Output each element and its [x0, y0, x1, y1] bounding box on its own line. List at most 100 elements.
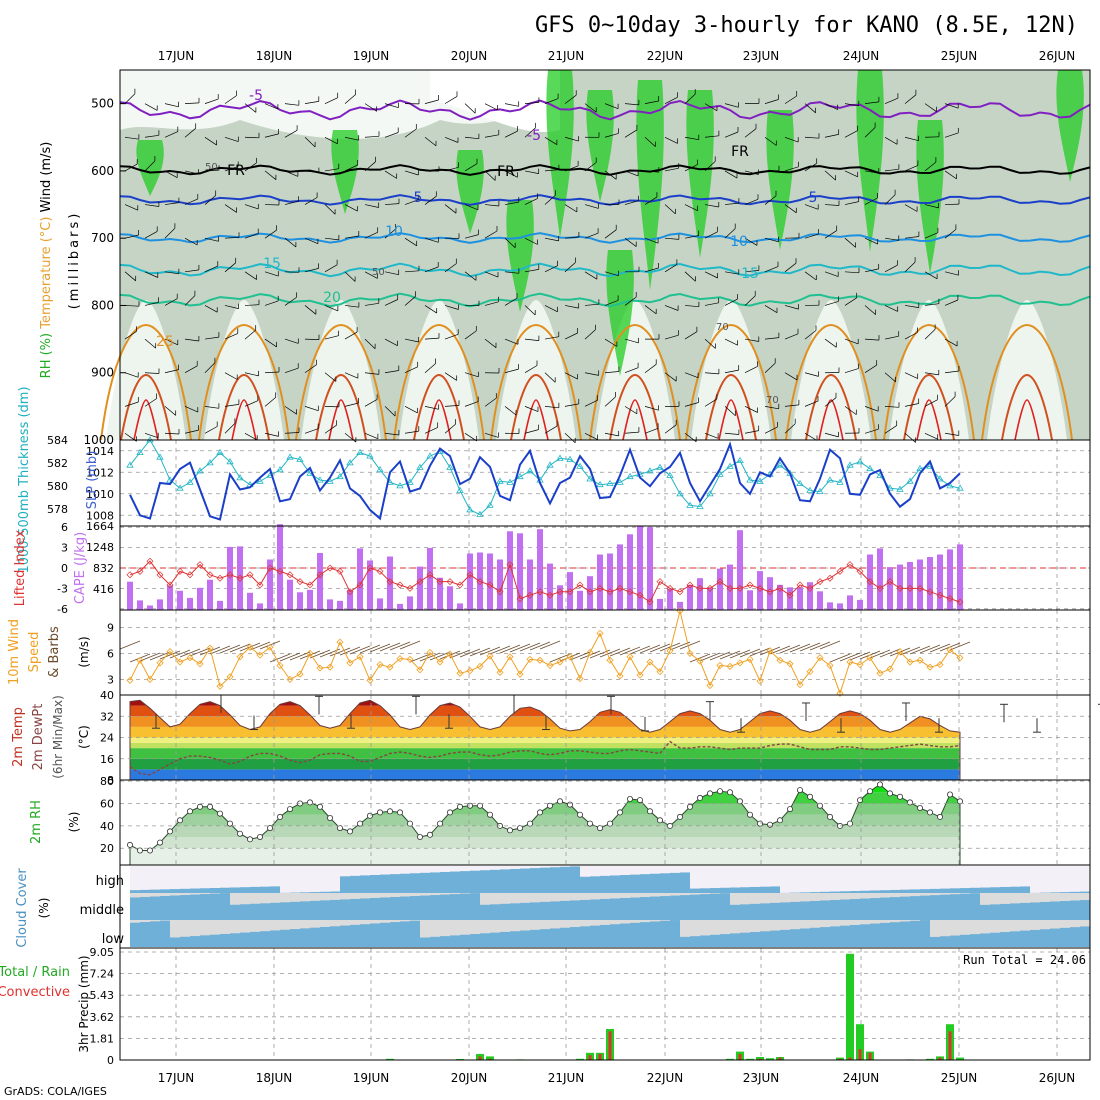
wind-barb-10m — [219, 644, 241, 654]
cape-bar — [597, 554, 603, 610]
cloud-high-bar — [430, 872, 440, 893]
cloud-middle-bar — [840, 899, 850, 920]
wind-speed-point — [226, 673, 234, 681]
precip-total-bar — [956, 1057, 964, 1060]
wind-barb — [804, 233, 819, 239]
wind-barb — [864, 237, 878, 245]
wind-barb-10m — [149, 651, 171, 661]
cloud-low-bar — [960, 934, 970, 947]
wind-barb — [304, 364, 317, 374]
cloud-low-bar — [660, 920, 670, 947]
wind-barb — [384, 406, 396, 417]
y-tick-label: 900 — [91, 366, 114, 380]
wind-barb — [864, 338, 880, 341]
wind-barb — [164, 369, 179, 374]
wind-barb — [884, 237, 899, 241]
x-tick-label-top: 23JUN — [743, 49, 780, 63]
precip-tick-label: 3.62 — [90, 1011, 115, 1024]
lifted-index-point — [416, 578, 424, 586]
wind-barb — [384, 132, 399, 138]
rh-point — [757, 820, 764, 827]
wind-speed-point — [706, 681, 714, 690]
wind-barb — [424, 337, 440, 340]
cape-bar — [457, 603, 463, 610]
wind-speed-point — [396, 655, 404, 663]
lifted-index-point — [486, 581, 494, 589]
cloud-low-bar — [880, 922, 890, 947]
wind-axis-label: & Barbs — [47, 626, 62, 678]
wind-barb-10m — [169, 649, 191, 659]
cloud-low-bar — [1070, 927, 1080, 947]
wind-barb — [644, 427, 659, 434]
precip-total-bar — [726, 1058, 734, 1060]
wind-barb — [504, 201, 519, 205]
wind-speed-point — [146, 675, 154, 683]
thickness-point — [356, 448, 364, 455]
wind-barb — [804, 204, 819, 210]
isotherm-25 — [490, 323, 582, 441]
wind-barb — [384, 271, 399, 276]
lifted-index-point — [396, 581, 404, 589]
wind-barb — [904, 403, 919, 407]
wind-barb — [504, 338, 519, 345]
wind-barb — [864, 364, 877, 374]
cape-bar — [527, 559, 533, 610]
wind-barb — [284, 297, 297, 306]
cloud-high-bar — [510, 868, 520, 893]
wind-barb — [544, 336, 559, 340]
wind-barb — [184, 269, 199, 273]
thickness-point — [556, 454, 564, 461]
wind-barb-10m — [179, 648, 201, 658]
cloud-low-bar — [410, 920, 420, 947]
cloud-high-bar — [990, 887, 1000, 893]
rh-moist-region — [636, 80, 664, 290]
wind-speed-point — [796, 681, 804, 689]
thickness-point — [206, 459, 214, 466]
wind-barb — [404, 199, 419, 205]
wind-speed-point — [596, 629, 604, 637]
cloud-low-bar — [760, 931, 770, 947]
thickness-point — [666, 471, 674, 478]
wind-barb — [124, 331, 137, 340]
wind-barb-10m — [369, 643, 391, 653]
wind-barb — [324, 136, 338, 145]
lifted-index-point — [166, 581, 174, 589]
lifted-index-point — [826, 574, 834, 582]
slp-tick-label: 1014 — [86, 445, 114, 458]
wind-barb — [784, 95, 797, 104]
cloud-high-bar — [1080, 891, 1090, 893]
rh-point — [687, 803, 694, 810]
wind-barb — [924, 399, 938, 407]
wind-barb — [164, 406, 176, 416]
wind-barb — [744, 295, 756, 306]
wind-barb-10m — [879, 648, 901, 658]
cloud-middle-bar — [890, 897, 900, 920]
wind-barb — [444, 263, 457, 273]
cloud-low-bar — [980, 933, 990, 947]
lifted-index-point — [776, 584, 784, 592]
wind-barb — [224, 166, 239, 172]
isotherm-30 — [1001, 373, 1053, 441]
wind-speed-point — [276, 661, 284, 670]
cloud-high-bar — [810, 892, 820, 893]
wind-barb — [804, 400, 819, 407]
wind-barb — [584, 162, 597, 172]
wind-speed-point — [306, 649, 314, 657]
wind-barb — [444, 96, 458, 104]
cloud-high-bar — [880, 890, 890, 893]
lifted-index-point — [866, 578, 874, 586]
wind-barb — [704, 231, 718, 239]
thickness-point — [646, 467, 654, 474]
lifted-index-point — [886, 578, 894, 586]
wind-barb — [744, 128, 757, 138]
wind-barb — [924, 161, 937, 172]
cape-bar — [357, 548, 363, 610]
cape-bar — [387, 556, 393, 610]
cloud-middle-bar — [690, 894, 700, 920]
rh-point — [406, 820, 413, 827]
wind-barb — [444, 333, 459, 340]
wind-barb-10m — [869, 649, 891, 659]
cape-bar — [267, 559, 273, 610]
cloud-low-bar — [610, 924, 620, 947]
wind-barb-10m — [619, 646, 641, 656]
